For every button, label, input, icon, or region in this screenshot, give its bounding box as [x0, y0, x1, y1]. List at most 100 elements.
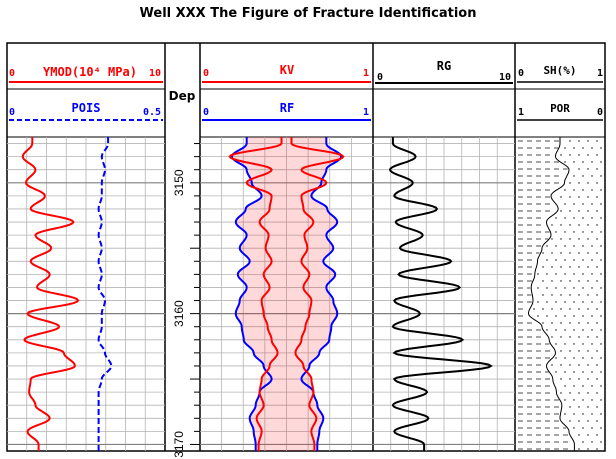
sand-dot [560, 364, 562, 366]
sand-dot [587, 140, 589, 142]
sand-dot [569, 196, 571, 198]
sand-dot [564, 147, 566, 149]
sand-dot [582, 427, 584, 429]
sand-dot [596, 182, 598, 184]
sand-dot [591, 371, 593, 373]
sand-dot [537, 273, 539, 275]
sand-dot [587, 182, 589, 184]
sand-dot [596, 210, 598, 212]
sand-dot [600, 287, 602, 289]
sand-dot [578, 406, 580, 408]
sand-dot [555, 259, 557, 261]
sand-dot [573, 315, 575, 317]
sand-dot [533, 308, 535, 310]
sand-dot [596, 294, 598, 296]
sand-dot [560, 196, 562, 198]
sand-dot [582, 357, 584, 359]
sand-dot [578, 210, 580, 212]
sand-dot [596, 196, 598, 198]
ymod-max: 10 [149, 68, 161, 79]
sand-dot [569, 280, 571, 282]
sand-dot [542, 308, 544, 310]
sand-dot [578, 322, 580, 324]
sand-dot [551, 252, 553, 254]
sand-dot [587, 448, 589, 450]
sand-dot [564, 413, 566, 415]
sand-dot [578, 364, 580, 366]
sand-dot [551, 336, 553, 338]
sand-dot [582, 217, 584, 219]
pois-name: POIS [72, 101, 101, 115]
sand-dot [569, 336, 571, 338]
sand-dot [600, 329, 602, 331]
sand-dot [600, 147, 602, 149]
sand-dot [591, 399, 593, 401]
sand-dot [560, 224, 562, 226]
pois-max: 0.5 [143, 107, 161, 118]
sand-dot [564, 161, 566, 163]
sand-dot [596, 168, 598, 170]
ymod-name: YMOD(10⁴ MPa) [43, 65, 137, 79]
sand-dot [578, 308, 580, 310]
kv-curve-left [228, 137, 283, 451]
sand-dot [578, 252, 580, 254]
sand-dot [587, 378, 589, 380]
sand-dot [564, 315, 566, 317]
sand-dot [573, 427, 575, 429]
sand-dot [560, 238, 562, 240]
sand-dot [542, 252, 544, 254]
sand-dot [591, 357, 593, 359]
rf-name: RF [280, 101, 294, 115]
sand-dot [537, 301, 539, 303]
sand-dot [551, 322, 553, 324]
sand-dot [578, 140, 580, 142]
sand-dot [573, 273, 575, 275]
sand-dot [573, 329, 575, 331]
depth-tick-label: 3150 [172, 169, 186, 196]
sand-dot [582, 441, 584, 443]
sand-dot [582, 329, 584, 331]
sand-dot [546, 245, 548, 247]
sand-dot [560, 294, 562, 296]
sand-dot [600, 371, 602, 373]
sand-dot [582, 371, 584, 373]
sand-dot [596, 364, 598, 366]
sand-dot [569, 350, 571, 352]
sand-dot [587, 168, 589, 170]
depth-tick-label: 3160 [172, 300, 186, 327]
sand-dot [564, 189, 566, 191]
sand-dot [591, 343, 593, 345]
sand-dot [560, 210, 562, 212]
sand-dot [587, 266, 589, 268]
sand-dot [578, 378, 580, 380]
sand-dot [578, 196, 580, 198]
fracture-fill [229, 137, 344, 451]
sand-dot [569, 266, 571, 268]
sand-dot [555, 315, 557, 317]
sand-dot [537, 287, 539, 289]
sand-dot [555, 231, 557, 233]
sand-dot [555, 343, 557, 345]
sand-dot [600, 315, 602, 317]
rg-min: 0 [377, 72, 383, 83]
sand-dot [587, 196, 589, 198]
sand-dot [591, 217, 593, 219]
sand-dot [551, 224, 553, 226]
ymod-curve [21, 137, 80, 451]
sand-dot [564, 301, 566, 303]
sand-dot [582, 301, 584, 303]
sand-dot [569, 154, 571, 156]
lithology-column [518, 140, 602, 450]
sand-dot [596, 350, 598, 352]
sh-name: SH(%) [543, 64, 576, 77]
sand-dot [596, 392, 598, 394]
sand-dot [569, 322, 571, 324]
sand-dot [542, 280, 544, 282]
sand-dot [596, 378, 598, 380]
sand-dot [573, 413, 575, 415]
sand-dot [582, 203, 584, 205]
sand-dot [582, 175, 584, 177]
sand-dot [573, 357, 575, 359]
sand-dot [564, 329, 566, 331]
sand-dot [555, 371, 557, 373]
